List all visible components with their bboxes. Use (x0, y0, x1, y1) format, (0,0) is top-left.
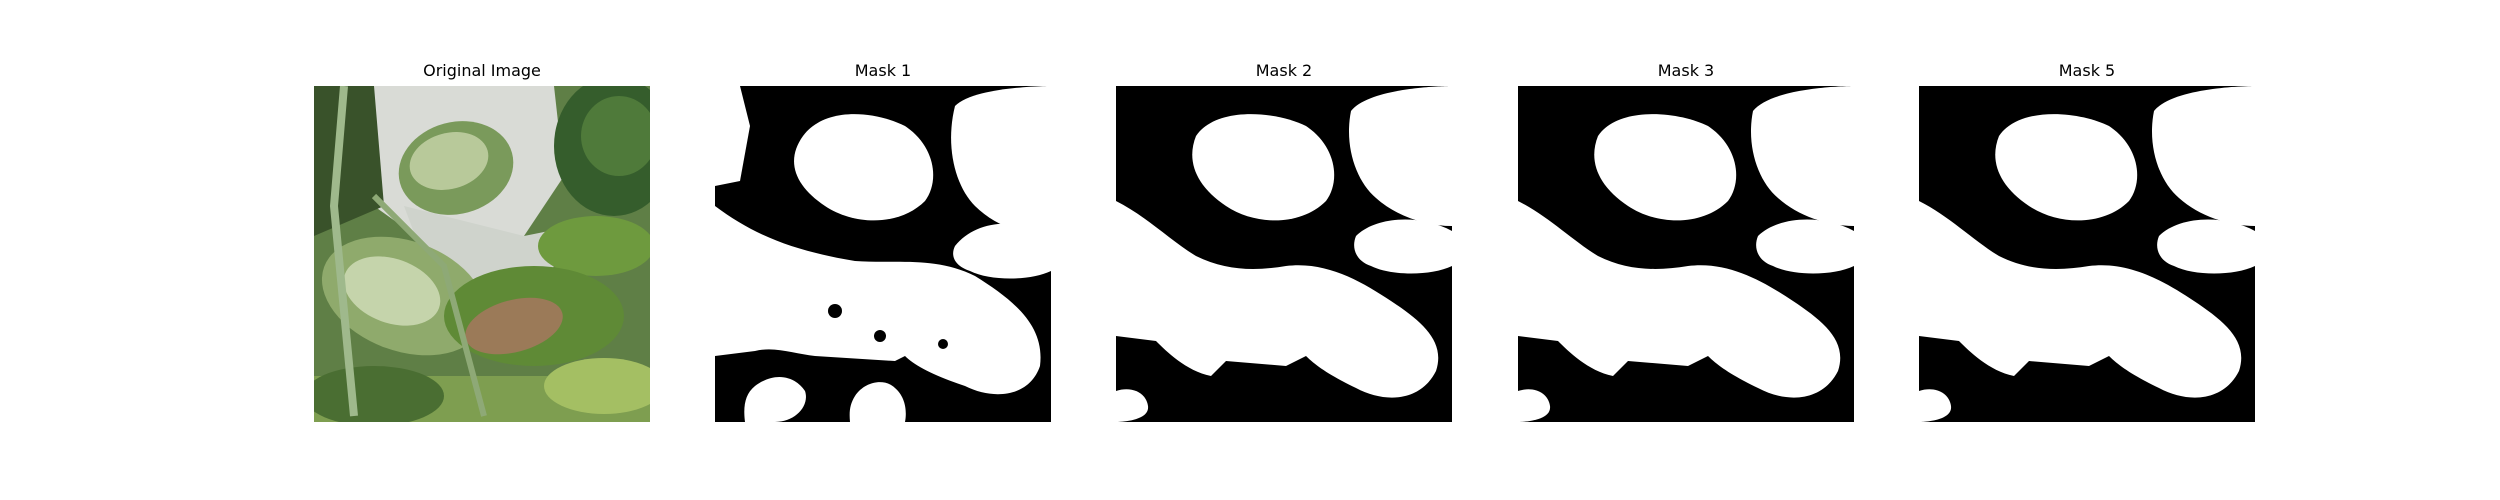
panel-mask-3: Mask 3 (1518, 58, 1854, 422)
mask-2-image (1116, 86, 1452, 422)
panel-title: Original Image (423, 61, 541, 80)
original-image (314, 86, 650, 422)
panel-title: Mask 1 (854, 61, 912, 80)
mask-5-image (1919, 86, 2255, 422)
panel-mask-1: Mask 1 (715, 58, 1051, 422)
mask-3-image (1518, 86, 1854, 422)
panel-mask-5: Mask 5 (1919, 58, 2255, 422)
panel-title: Mask 3 (1657, 61, 1715, 80)
mask-1-image (715, 86, 1051, 422)
panel-original-image: Original Image (314, 58, 650, 422)
panel-title: Mask 2 (1255, 61, 1313, 80)
panel-title: Mask 5 (2058, 61, 2116, 80)
panel-mask-2: Mask 2 (1116, 58, 1452, 422)
